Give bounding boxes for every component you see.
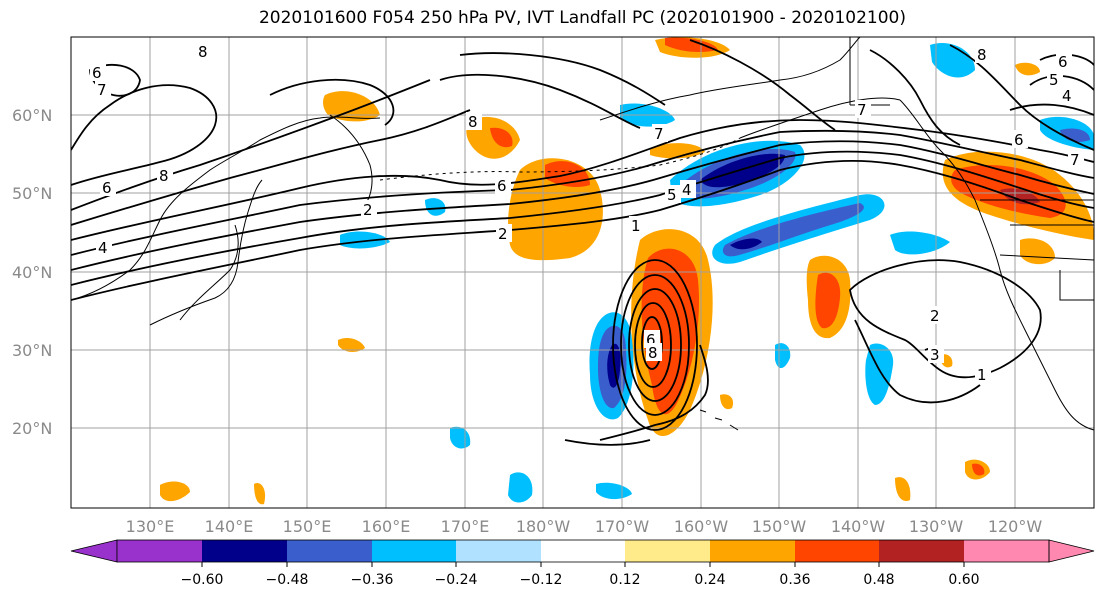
contour-label: 6 (1058, 53, 1068, 71)
lon-label: 160°W (674, 517, 729, 536)
lat-label: 50°N (12, 184, 52, 203)
colorbar-tick: −0.48 (266, 572, 309, 588)
lat-label: 20°N (12, 419, 52, 438)
contour-label: 1 (977, 366, 987, 384)
contour-label: 3 (930, 346, 940, 364)
contour-label: 2 (930, 307, 940, 325)
lat-label: 30°N (12, 341, 52, 360)
colorbar: −0.60 −0.48 −0.36 −0.24 −0.12 0.12 0.24 … (70, 539, 1095, 588)
colorbar-tick: 0.36 (779, 572, 810, 588)
colorbar-segment (964, 540, 1049, 562)
lon-label: 180°W (516, 517, 571, 536)
contour-label: 7 (857, 101, 867, 119)
contour-label: 5 (1049, 71, 1059, 89)
latitude-labels: 60°N 50°N 40°N 30°N 20°N (12, 106, 52, 438)
pv-contours (71, 39, 1094, 446)
contour-labels: 8 6 7 6 8 2 4 8 7 6 5 4 2 1 (90, 42, 1084, 384)
lat-label: 40°N (12, 263, 52, 282)
colorbar-segment (456, 540, 541, 562)
colorbar-segment (541, 540, 625, 562)
colorbar-border (116, 539, 1050, 563)
contour-label: 4 (682, 181, 692, 199)
lon-label: 130°E (126, 517, 175, 536)
contour-label: 5 (667, 186, 677, 204)
colorbar-extend-right (1048, 539, 1095, 563)
lon-label: 120°W (988, 517, 1043, 536)
longitude-labels: 130°E 140°E 150°E 160°E 170°E 180°W 170°… (126, 517, 1043, 536)
contour-label: 7 (97, 81, 107, 99)
colorbar-tick: −0.24 (435, 572, 478, 588)
colorbar-tick: −0.60 (181, 572, 224, 588)
lon-label: 150°E (283, 517, 332, 536)
contour-label: 6 (92, 64, 102, 82)
coastlines (71, 37, 1094, 431)
contour-label: 8 (159, 167, 169, 185)
contour-label: 8 (468, 113, 478, 131)
colorbar-tick: 0.12 (609, 572, 640, 588)
lon-label: 170°W (595, 517, 650, 536)
contour-label: 4 (1062, 87, 1072, 105)
colorbar-segment (202, 540, 287, 562)
lon-label: 130°W (909, 517, 964, 536)
contour-label: 6 (102, 179, 112, 197)
colorbar-segment (287, 540, 372, 562)
colorbar-segment (795, 540, 879, 562)
colorbar-segment (710, 540, 795, 562)
colorbar-tick: 0.60 (948, 572, 979, 588)
lon-label: 160°E (362, 517, 411, 536)
colorbar-segment (625, 540, 710, 562)
contour-label: 4 (98, 239, 108, 257)
colorbar-segment (879, 540, 964, 562)
colorbar-tick: 0.48 (863, 572, 894, 588)
contour-label: 2 (363, 201, 373, 219)
contour-label: 8 (648, 344, 658, 362)
map-border (70, 36, 1095, 509)
colorbar-tick: −0.12 (520, 572, 563, 588)
contour-label: 6 (1014, 131, 1024, 149)
lon-label: 150°W (752, 517, 807, 536)
gridlines (71, 37, 1094, 508)
colorbar-segment (117, 540, 202, 562)
contour-label: 7 (654, 125, 664, 143)
contour-label: 7 (1070, 151, 1080, 169)
lon-label: 170°E (441, 517, 490, 536)
contour-label: 1 (631, 217, 641, 235)
colorbar-tick: 0.24 (694, 572, 725, 588)
colorbar-extend-left (70, 539, 118, 563)
colorbar-segment (372, 540, 456, 562)
lon-label: 140°E (205, 517, 254, 536)
contour-label: 6 (646, 331, 656, 349)
contour-label: 6 (497, 177, 507, 195)
contour-label: 2 (498, 225, 508, 243)
colorbar-tick: −0.36 (351, 572, 394, 588)
contour-label: 8 (198, 43, 208, 61)
map-title: 2020101600 F054 250 hPa PV, IVT Landfall… (258, 8, 906, 28)
lat-label: 60°N (12, 106, 52, 125)
lon-label: 140°W (831, 517, 886, 536)
contour-label: 8 (977, 46, 987, 64)
